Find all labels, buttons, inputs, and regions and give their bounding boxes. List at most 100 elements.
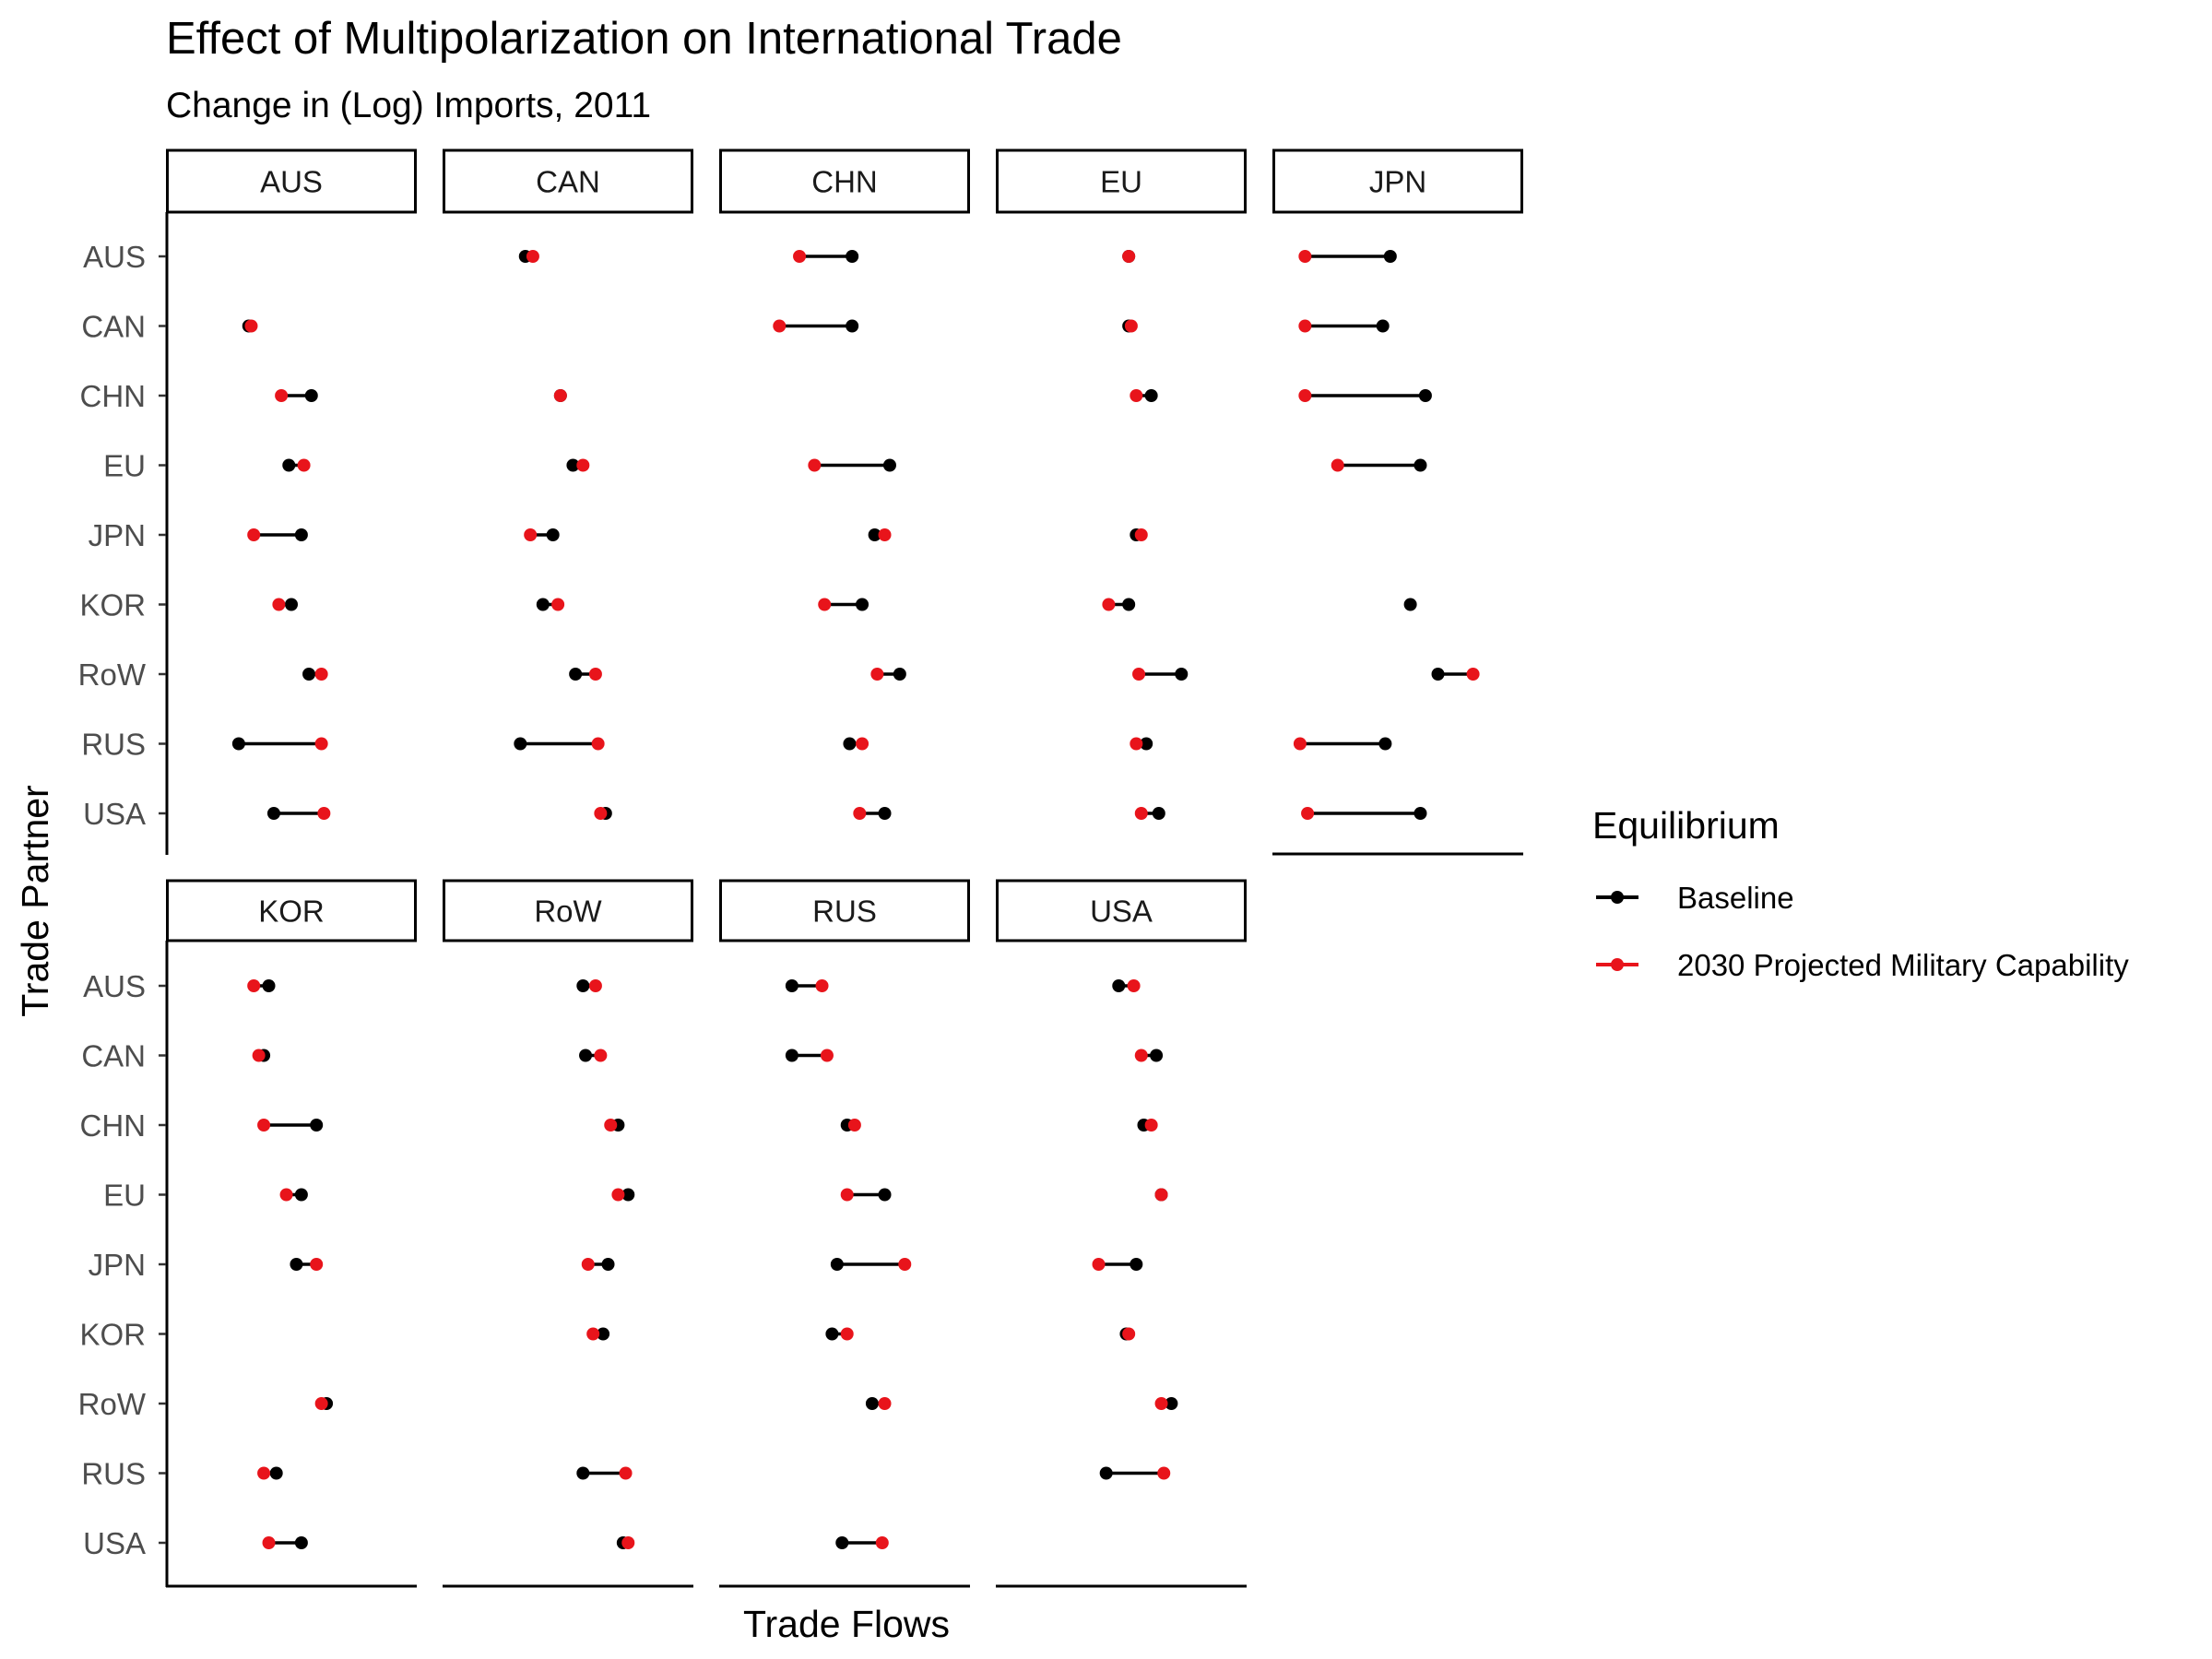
point-projected-row-jpn	[581, 1258, 595, 1271]
y-axis-title: Trade Partner	[14, 785, 56, 1016]
point-baseline-can-eu	[566, 458, 580, 472]
point-baseline-eu-usa	[1152, 807, 1165, 820]
point-projected-aus-jpn	[247, 528, 261, 541]
point-projected-can-eu	[576, 458, 590, 472]
point-projected-kor-can	[252, 1049, 266, 1062]
point-baseline-aus-chn	[304, 389, 318, 402]
point-baseline-row-can	[579, 1049, 593, 1062]
point-projected-usa-eu	[1154, 1188, 1168, 1202]
strip-box-usa	[996, 879, 1247, 942]
point-baseline-usa-rus	[1099, 1466, 1113, 1480]
point-projected-chn-rus	[856, 737, 869, 751]
point-baseline-can-kor	[536, 598, 550, 611]
strip-label-rus: RUS	[812, 895, 877, 929]
point-projected-can-kor	[551, 598, 565, 611]
point-baseline-rus-can	[785, 1049, 798, 1062]
point-projected-can-chn	[553, 389, 567, 402]
point-projected-can-aus	[526, 250, 539, 263]
legend-label-projected: 2030 Projected Military Capability	[1677, 948, 2129, 982]
point-projected-row-rus	[619, 1466, 633, 1480]
point-projected-rus-kor	[840, 1327, 854, 1341]
point-projected-kor-aus	[247, 979, 261, 992]
legend-key-projected-point	[1611, 958, 1624, 971]
strip-box-jpn	[1272, 148, 1523, 214]
point-projected-aus-rus	[314, 737, 328, 751]
point-projected-eu-row	[1132, 668, 1146, 681]
point-projected-kor-chn	[257, 1119, 271, 1132]
point-baseline-row-aus	[576, 979, 590, 992]
point-projected-row-eu	[611, 1188, 625, 1202]
point-projected-aus-can	[244, 319, 258, 333]
y-tick-label-kor: KOR	[79, 1318, 146, 1352]
strip-box-rus	[719, 879, 970, 942]
point-projected-jpn-usa	[1301, 807, 1315, 820]
point-baseline-chn-eu	[882, 458, 896, 472]
point-projected-row-usa	[621, 1536, 635, 1549]
panel-aus: AUS AUS CAN CHN EU JPN KOR RoW RUS USA	[78, 148, 417, 855]
panel-rus: RUS	[719, 879, 970, 1588]
legend: Equilibrium Baseline 2030 Projected Mili…	[1592, 804, 2129, 982]
strip-label-eu: EU	[1100, 165, 1142, 199]
point-baseline-kor-usa	[294, 1536, 308, 1549]
y-tick-label-jpn: JPN	[89, 518, 146, 552]
point-baseline-row-rus	[576, 1466, 590, 1480]
point-projected-usa-row	[1154, 1397, 1168, 1410]
point-projected-can-row	[588, 668, 602, 681]
point-projected-chn-aus	[793, 250, 807, 263]
point-projected-can-rus	[591, 737, 605, 751]
point-baseline-row-kor	[597, 1327, 610, 1341]
panel-jpn: JPN	[1272, 148, 1523, 856]
point-projected-usa-can	[1134, 1049, 1148, 1062]
strip-box-aus	[166, 148, 417, 214]
point-baseline-chn-aus	[846, 250, 859, 263]
point-baseline-aus-jpn	[294, 528, 308, 541]
strip-box-can	[443, 148, 693, 214]
point-baseline-chn-can	[846, 319, 859, 333]
point-projected-eu-jpn	[1134, 528, 1148, 541]
y-tick-label-can: CAN	[81, 310, 146, 344]
y-tick-label-eu: EU	[103, 449, 146, 483]
point-baseline-row-jpn	[601, 1258, 615, 1271]
y-tick-label-rus: RUS	[81, 728, 146, 762]
y-tick-label-can: CAN	[81, 1039, 146, 1073]
point-projected-rus-jpn	[898, 1258, 912, 1271]
point-baseline-jpn-can	[1376, 319, 1390, 333]
point-baseline-usa-jpn	[1130, 1258, 1143, 1271]
panel-usa: USA	[996, 879, 1247, 1588]
point-baseline-rus-row	[865, 1397, 879, 1410]
point-projected-eu-usa	[1134, 807, 1148, 820]
y-tick-label-eu: EU	[103, 1179, 146, 1213]
legend-label-baseline: Baseline	[1677, 881, 1794, 915]
point-baseline-usa-row	[1165, 1397, 1178, 1410]
chart-title: Effect of Multipolarization on Internati…	[166, 14, 1122, 64]
point-projected-kor-eu	[279, 1188, 293, 1202]
point-projected-rus-eu	[840, 1188, 854, 1202]
point-baseline-aus-row	[302, 668, 316, 681]
strip-label-chn: CHN	[811, 165, 878, 199]
y-tick-label-chn: CHN	[80, 1108, 147, 1143]
point-baseline-rus-eu	[878, 1188, 892, 1202]
legend-title: Equilibrium	[1592, 804, 1780, 847]
point-projected-row-chn	[604, 1119, 618, 1132]
point-baseline-eu-row	[1175, 668, 1189, 681]
point-baseline-kor-eu	[294, 1188, 308, 1202]
point-baseline-chn-row	[893, 668, 906, 681]
point-baseline-jpn-rus	[1378, 737, 1392, 751]
panel-can: CAN	[443, 148, 693, 820]
point-projected-eu-aus	[1122, 250, 1136, 263]
point-baseline-aus-kor	[285, 598, 298, 611]
point-projected-eu-chn	[1130, 389, 1143, 402]
point-projected-can-usa	[594, 807, 608, 820]
point-projected-chn-can	[773, 319, 787, 333]
point-projected-kor-jpn	[310, 1258, 324, 1271]
point-baseline-can-row	[569, 668, 583, 681]
point-baseline-jpn-eu	[1414, 458, 1427, 472]
y-tick-label-aus: AUS	[83, 969, 146, 1003]
point-projected-jpn-eu	[1331, 458, 1344, 472]
strip-box-row	[443, 879, 693, 942]
y-tick-label-row: RoW	[78, 658, 147, 692]
panel-chn: CHN	[719, 148, 970, 820]
point-projected-row-kor	[586, 1327, 600, 1341]
point-baseline-aus-eu	[282, 458, 296, 472]
point-projected-jpn-aus	[1298, 250, 1312, 263]
